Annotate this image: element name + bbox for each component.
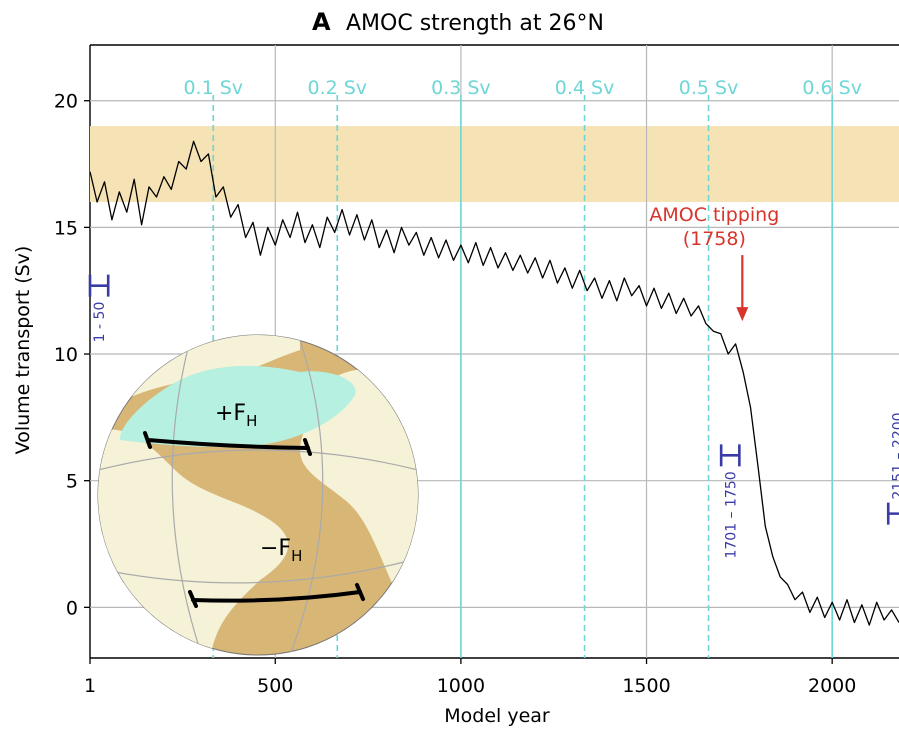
window-label: 1701 – 1750 xyxy=(723,471,739,558)
x-tick-label: 2000 xyxy=(808,675,856,697)
panel-label: A xyxy=(312,8,331,36)
y-tick-label: 10 xyxy=(54,344,78,366)
window-label: 1 - 50 xyxy=(92,302,108,343)
forcing-label: 0.3 Sv xyxy=(431,77,491,99)
south-flux-label: −FH xyxy=(260,536,302,565)
north-flux-label: +FH xyxy=(215,401,257,430)
data-line xyxy=(90,140,899,626)
averaging-window xyxy=(886,502,899,525)
forcing-label: 0.1 Sv xyxy=(183,77,243,99)
forcing-label: 0.6 Sv xyxy=(802,77,862,99)
reference-band xyxy=(90,126,899,203)
forcing-label: 0.2 Sv xyxy=(307,77,367,99)
x-axis-label: Model year xyxy=(444,705,550,727)
x-tick-label: 1000 xyxy=(437,675,485,697)
y-axis-label: Volume transport (Sv) xyxy=(12,246,34,455)
tipping-label: AMOC tipping xyxy=(649,204,779,226)
averaging-window xyxy=(719,444,741,467)
tipping-year: (1758) xyxy=(683,228,746,250)
forcing-label: 0.5 Sv xyxy=(679,77,739,99)
y-tick-label: 0 xyxy=(66,597,78,619)
x-tick-label: 1500 xyxy=(622,675,670,697)
chart-title: AMOC strength at 26°N xyxy=(346,11,604,36)
y-tick-label: 15 xyxy=(54,217,78,239)
window-label: 2151 – 2200 xyxy=(890,412,899,499)
tipping-arrowhead xyxy=(736,307,749,322)
y-tick-label: 20 xyxy=(54,91,78,113)
globe-inset: +FH −FH xyxy=(97,334,419,656)
y-tick-label: 5 xyxy=(66,471,78,493)
x-tick-label: 500 xyxy=(257,675,293,697)
x-tick-label: 1 xyxy=(84,675,96,697)
forcing-label: 0.4 Sv xyxy=(555,77,615,99)
averaging-window xyxy=(88,274,110,297)
